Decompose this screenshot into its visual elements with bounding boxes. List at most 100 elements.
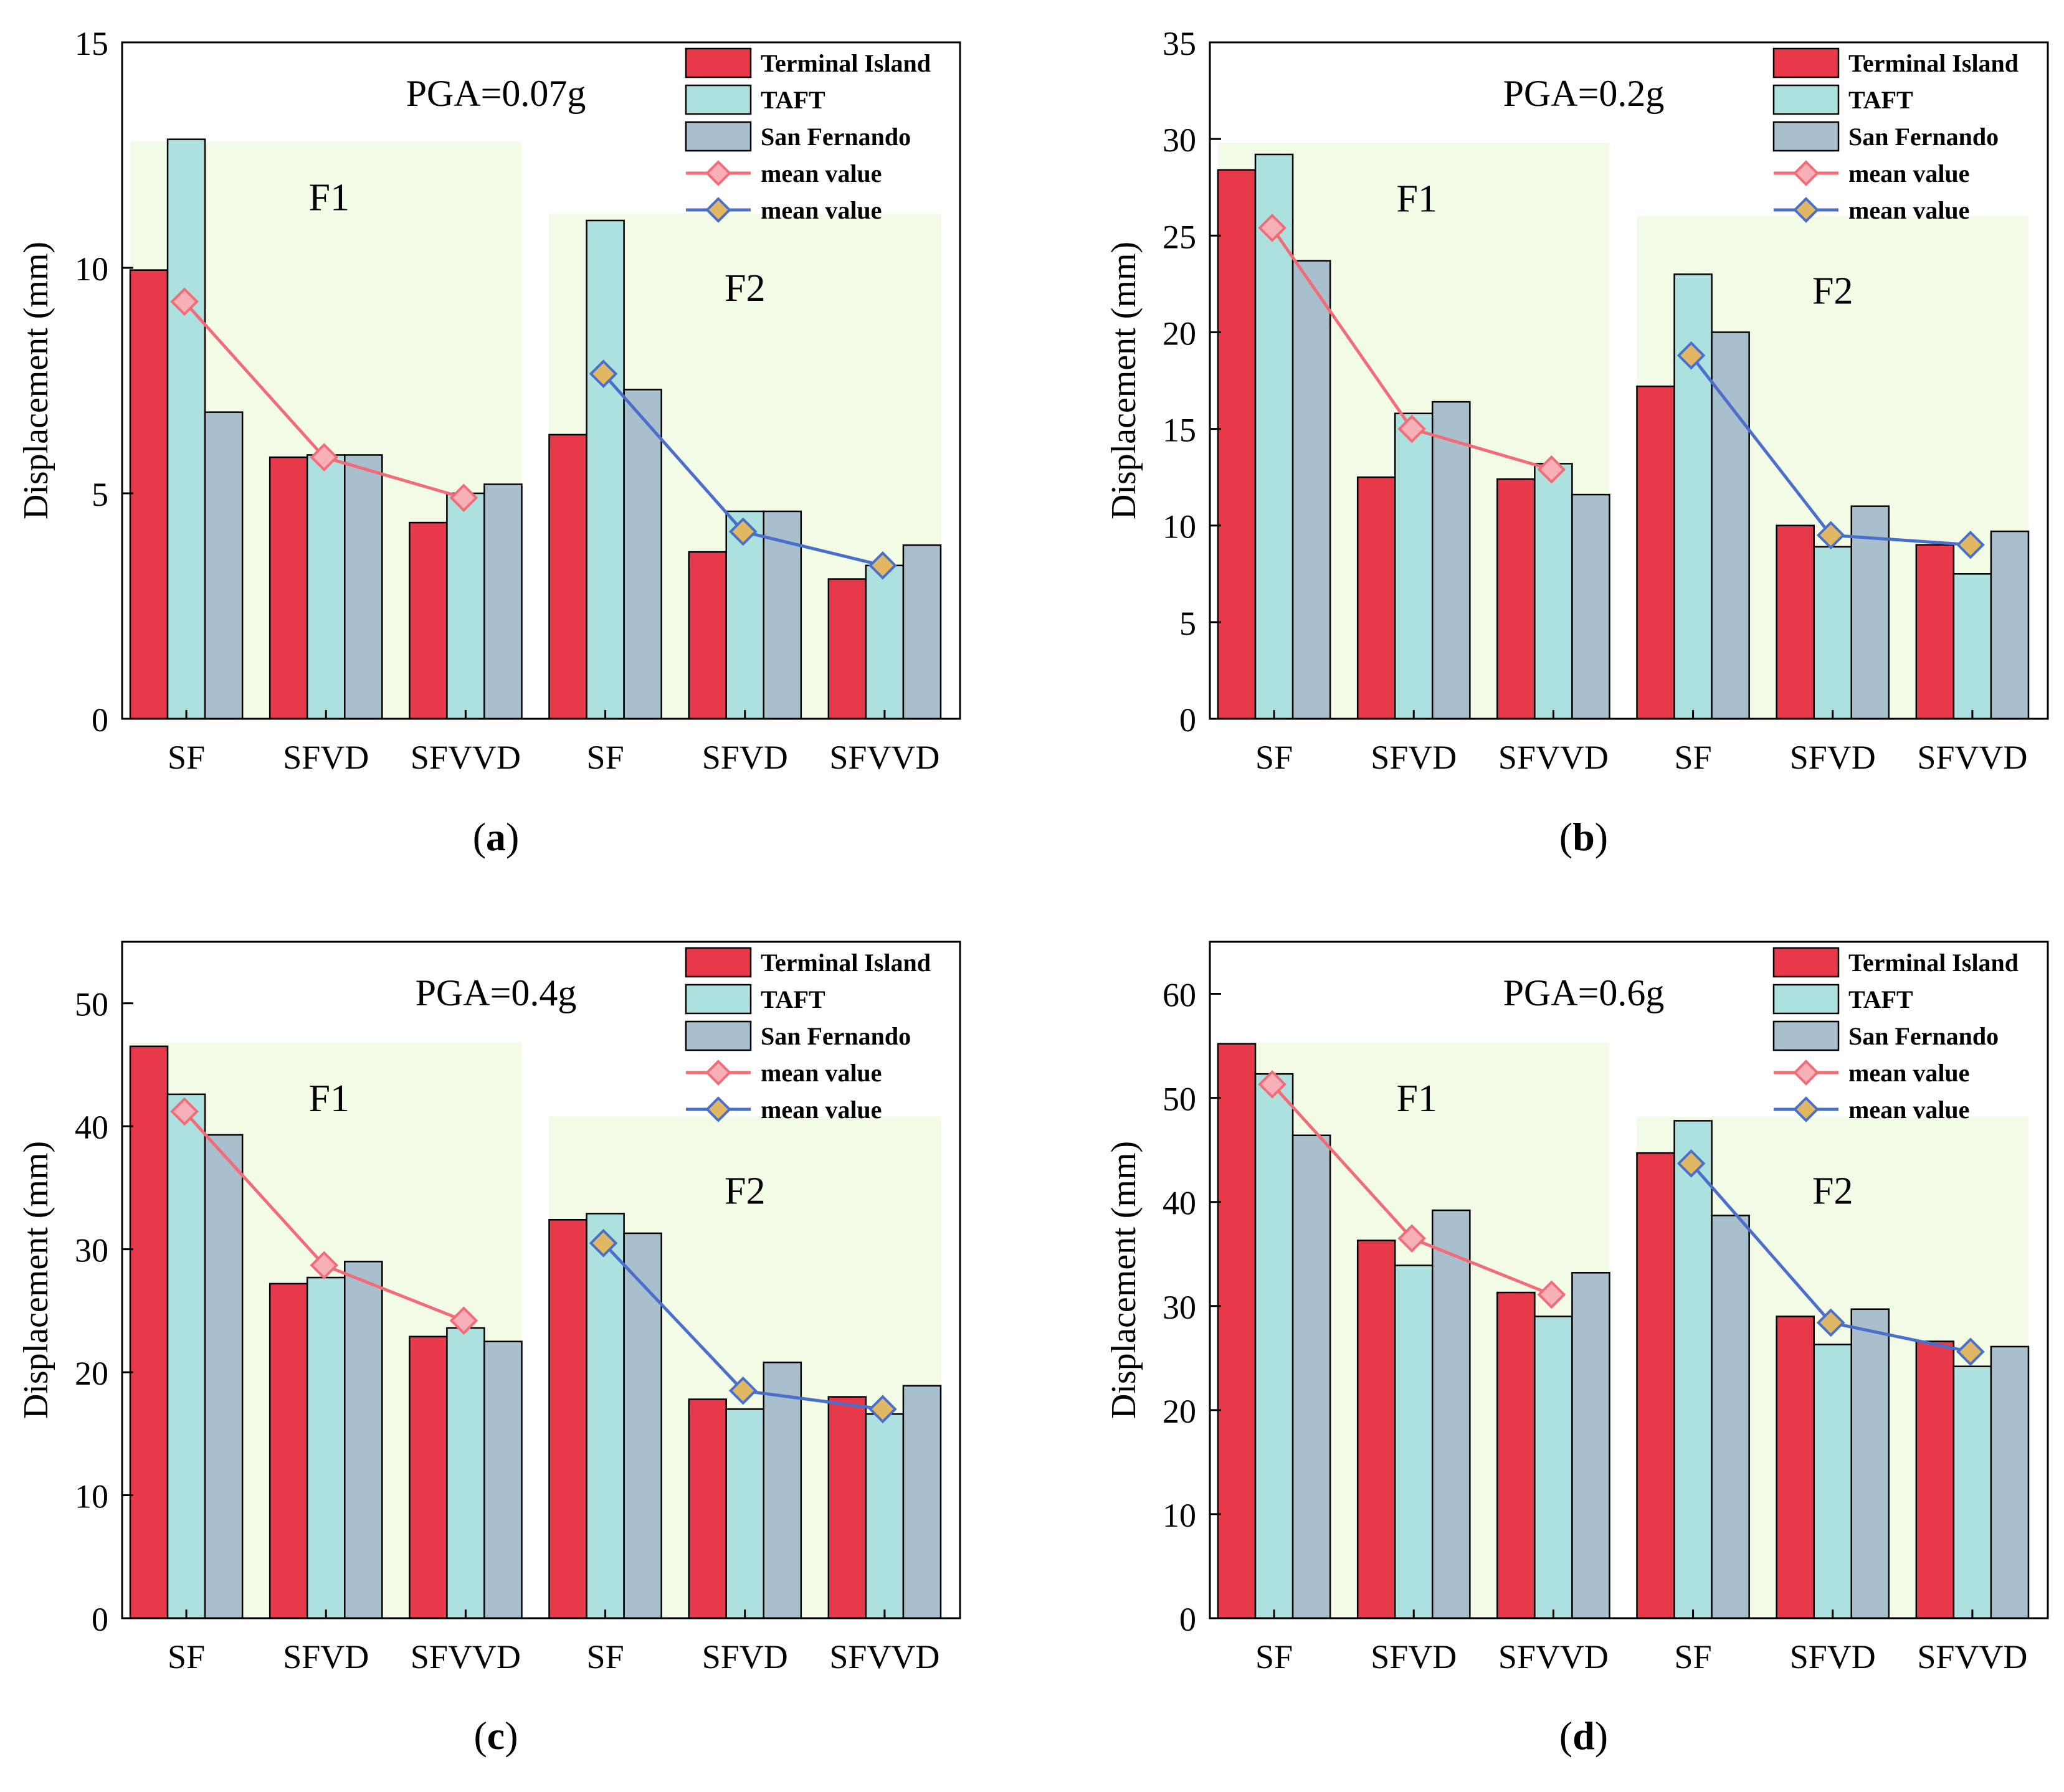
y-axis-label: Displacement (mm) xyxy=(17,1141,55,1419)
bar-san-fernando-5 xyxy=(1990,530,2030,720)
legend-swatch xyxy=(685,84,752,115)
bar-san-fernando-5 xyxy=(1990,1345,2030,1619)
panel-letter: d xyxy=(1572,1714,1595,1758)
y-axis-label: Displacement (mm) xyxy=(17,242,55,519)
bar-terminal-island-3 xyxy=(548,434,587,720)
bar-taft-5 xyxy=(865,1413,905,1619)
y-tick-label: 0 xyxy=(92,1601,108,1638)
bar-taft-3 xyxy=(1673,273,1713,720)
mean-marker-F1-1 xyxy=(1397,1224,1427,1253)
panel-label: (c) xyxy=(473,1714,518,1758)
bar-taft-1 xyxy=(306,1276,346,1619)
x-tick-label: SFVVD xyxy=(1917,739,2027,776)
bar-san-fernando-1 xyxy=(1432,401,1471,720)
y-tick-label: 10 xyxy=(75,1478,108,1515)
legend-label: San Fernando xyxy=(1848,1022,1999,1050)
bar-taft-3 xyxy=(586,1213,625,1619)
x-tick-label: SFVVD xyxy=(411,1638,521,1676)
bar-terminal-island-2 xyxy=(409,1335,448,1619)
bar-terminal-island-4 xyxy=(688,551,727,720)
bar-san-fernando-2 xyxy=(483,483,523,720)
legend-label: mean value xyxy=(1848,1096,1969,1124)
bar-san-fernando-1 xyxy=(1432,1209,1471,1619)
bar-san-fernando-4 xyxy=(763,1362,802,1619)
x-tick-label: SF xyxy=(587,1638,624,1676)
x-tick-label: SF xyxy=(168,1638,205,1676)
legend-label: mean value xyxy=(1848,159,1969,187)
mean-marker-F1-2 xyxy=(1537,455,1566,484)
bar-san-fernando-3 xyxy=(623,389,662,720)
legend-label: mean value xyxy=(761,159,882,187)
y-tick-label: 10 xyxy=(75,250,108,288)
legend-swatch xyxy=(685,947,752,978)
bar-terminal-island-2 xyxy=(409,521,448,720)
mean-marker-F1-2 xyxy=(449,483,478,513)
bar-san-fernando-4 xyxy=(1850,505,1890,720)
x-tick-label: SF xyxy=(1255,739,1293,776)
mean-marker-F2-1 xyxy=(728,517,758,546)
y-tick-label: 0 xyxy=(1179,701,1196,739)
mean-marker-F1-1 xyxy=(310,443,339,472)
chart-title: PGA=0.6g xyxy=(1503,972,1665,1013)
x-tick-label: SF xyxy=(1675,739,1712,776)
legend-label: Terminal Island xyxy=(761,49,931,77)
legend-label: mean value xyxy=(761,1096,882,1124)
panel-letter: b xyxy=(1572,815,1595,859)
x-tick-label: SF xyxy=(168,739,205,776)
legend-swatch xyxy=(685,1020,752,1051)
panel-letter: a xyxy=(486,815,506,859)
legend-label: TAFT xyxy=(1848,86,1913,114)
bar-terminal-island-5 xyxy=(1915,1340,1955,1619)
bar-terminal-island-1 xyxy=(269,1282,308,1619)
y-tick-label: 5 xyxy=(92,476,108,513)
y-tick-label: 35 xyxy=(1163,25,1196,62)
legend-label: San Fernando xyxy=(761,123,911,151)
bar-taft-4 xyxy=(1813,1344,1853,1619)
bar-san-fernando-0 xyxy=(204,1134,244,1619)
y-tick-label: 15 xyxy=(75,25,108,62)
bar-san-fernando-3 xyxy=(1711,331,1750,720)
plot-frame xyxy=(1209,41,2049,720)
bar-terminal-island-0 xyxy=(1217,169,1257,720)
chart-panel-c: 0 10 20 30 40 50 SF SFVD SFVVD SF SFVD SFVVD Displac… xyxy=(17,941,961,1758)
mean-marker-F1-0 xyxy=(170,287,199,316)
legend-swatch xyxy=(1772,1020,1840,1051)
legend-swatch xyxy=(1772,47,1840,78)
bar-taft-1 xyxy=(1394,412,1434,720)
bar-san-fernando-3 xyxy=(1711,1215,1750,1619)
bar-taft-2 xyxy=(1534,1316,1573,1619)
bar-taft-1 xyxy=(1394,1264,1434,1619)
legend-label: mean value xyxy=(761,1059,882,1087)
y-tick-label: 0 xyxy=(1179,1601,1196,1638)
bar-san-fernando-0 xyxy=(204,411,244,720)
plot-frame xyxy=(1209,941,2049,1619)
x-tick-label: SF xyxy=(1255,1638,1293,1676)
mean-marker-F1-2 xyxy=(1537,1280,1566,1309)
legend-swatch xyxy=(1772,984,1840,1015)
legend-marker xyxy=(1793,197,1819,223)
x-tick-label: SFVVD xyxy=(829,1638,939,1676)
group-label-F1: F1 xyxy=(309,176,350,219)
x-tick-label: SFVVD xyxy=(829,739,939,776)
group-label-F2: F2 xyxy=(725,267,765,310)
legend-label: TAFT xyxy=(761,86,825,114)
x-tick-label: SFVD xyxy=(283,739,369,776)
y-axis-label: Displacement (mm) xyxy=(1105,1141,1143,1419)
y-tick-label: 15 xyxy=(1163,412,1196,449)
bar-taft-2 xyxy=(446,1327,485,1619)
legend-label: Terminal Island xyxy=(761,949,931,977)
mean-marker-F1-1 xyxy=(310,1251,339,1280)
bar-terminal-island-0 xyxy=(1217,1043,1257,1619)
mean-marker-F2-2 xyxy=(1956,530,1985,559)
mean-marker-F2-0 xyxy=(1676,1149,1706,1178)
bar-san-fernando-0 xyxy=(1291,260,1331,720)
bar-san-fernando-5 xyxy=(902,1385,942,1619)
x-tick-label: SFVD xyxy=(702,1638,788,1676)
bar-taft-2 xyxy=(1534,463,1573,720)
bar-taft-0 xyxy=(1254,1073,1294,1619)
legend-swatch xyxy=(1772,121,1840,152)
mean-marker-F1-0 xyxy=(170,1097,199,1126)
y-tick-label: 10 xyxy=(1163,508,1196,546)
bar-terminal-island-1 xyxy=(269,456,308,720)
